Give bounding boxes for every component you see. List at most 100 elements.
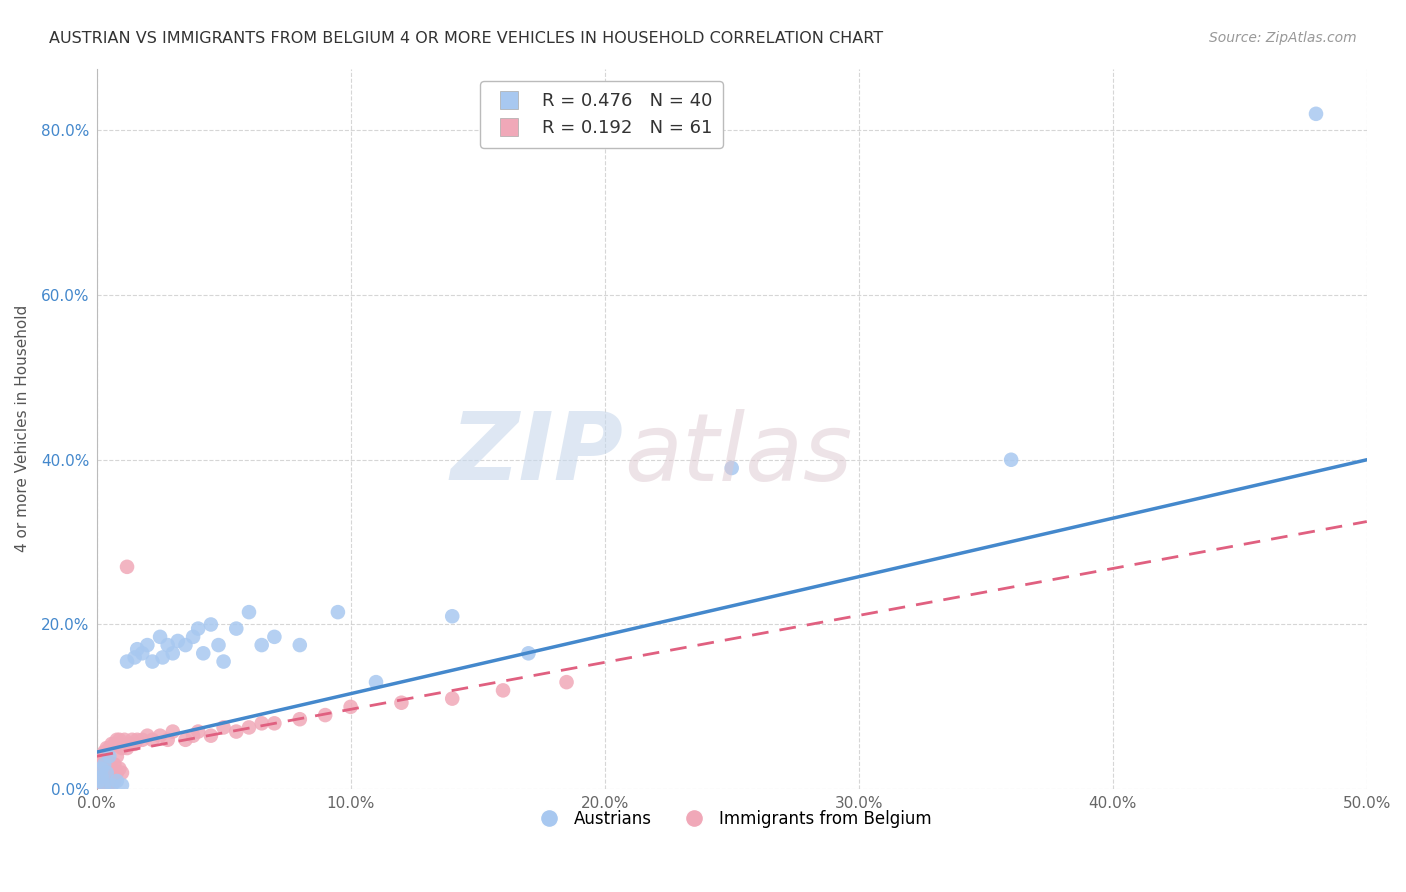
Point — [101, 762, 124, 776]
Point — [114, 732, 136, 747]
Point — [98, 741, 121, 756]
Point — [105, 749, 128, 764]
Point — [127, 642, 149, 657]
Point — [141, 655, 163, 669]
Point — [90, 762, 112, 776]
Point — [162, 646, 184, 660]
Point — [115, 559, 138, 574]
Point — [87, 757, 110, 772]
Point — [156, 732, 179, 747]
Point — [90, 770, 112, 784]
Point — [105, 732, 128, 747]
Point — [181, 630, 204, 644]
Point — [162, 724, 184, 739]
Point — [96, 765, 118, 780]
Point — [441, 691, 464, 706]
Point — [288, 712, 311, 726]
Point — [108, 732, 131, 747]
Point — [1000, 452, 1022, 467]
Point — [103, 757, 125, 772]
Point — [96, 762, 118, 776]
Point — [118, 737, 141, 751]
Point — [98, 778, 121, 792]
Point — [193, 646, 215, 660]
Point — [200, 729, 222, 743]
Point — [87, 774, 110, 789]
Point — [250, 638, 273, 652]
Point — [93, 778, 115, 792]
Point — [141, 732, 163, 747]
Point — [105, 774, 128, 789]
Point — [98, 757, 121, 772]
Point — [555, 675, 578, 690]
Point — [149, 729, 172, 743]
Point — [124, 737, 146, 751]
Point — [93, 745, 115, 759]
Text: Source: ZipAtlas.com: Source: ZipAtlas.com — [1209, 31, 1357, 45]
Point — [93, 778, 115, 792]
Point — [391, 696, 413, 710]
Point — [115, 655, 138, 669]
Point — [225, 724, 247, 739]
Point — [87, 765, 110, 780]
Point — [187, 724, 209, 739]
Point — [124, 650, 146, 665]
Point — [174, 732, 197, 747]
Point — [103, 774, 125, 789]
Point — [121, 732, 143, 747]
Point — [326, 605, 349, 619]
Point — [152, 650, 174, 665]
Point — [174, 638, 197, 652]
Point — [115, 741, 138, 756]
Point — [136, 638, 159, 652]
Point — [101, 774, 124, 789]
Point — [98, 765, 121, 780]
Point — [1305, 107, 1327, 121]
Point — [492, 683, 515, 698]
Point — [127, 732, 149, 747]
Point — [96, 753, 118, 767]
Point — [98, 749, 121, 764]
Point — [212, 655, 235, 669]
Point — [187, 622, 209, 636]
Legend: Austrians, Immigrants from Belgium: Austrians, Immigrants from Belgium — [526, 804, 938, 835]
Point — [166, 634, 188, 648]
Point — [156, 638, 179, 652]
Point — [101, 737, 124, 751]
Point — [339, 699, 361, 714]
Point — [111, 741, 134, 756]
Point — [111, 765, 134, 780]
Point — [93, 757, 115, 772]
Point — [288, 638, 311, 652]
Point — [364, 675, 387, 690]
Point — [90, 762, 112, 776]
Text: atlas: atlas — [624, 409, 852, 500]
Point — [93, 757, 115, 772]
Point — [250, 716, 273, 731]
Point — [225, 622, 247, 636]
Point — [131, 646, 153, 660]
Point — [96, 741, 118, 756]
Point — [131, 732, 153, 747]
Point — [96, 774, 118, 789]
Y-axis label: 4 or more Vehicles in Household: 4 or more Vehicles in Household — [15, 305, 30, 552]
Point — [105, 765, 128, 780]
Point — [314, 708, 336, 723]
Point — [93, 765, 115, 780]
Point — [207, 638, 229, 652]
Point — [200, 617, 222, 632]
Point — [517, 646, 540, 660]
Point — [90, 774, 112, 789]
Text: AUSTRIAN VS IMMIGRANTS FROM BELGIUM 4 OR MORE VEHICLES IN HOUSEHOLD CORRELATION : AUSTRIAN VS IMMIGRANTS FROM BELGIUM 4 OR… — [49, 31, 883, 46]
Point — [263, 716, 285, 731]
Point — [108, 762, 131, 776]
Point — [101, 778, 124, 792]
Text: ZIP: ZIP — [451, 409, 624, 500]
Point — [136, 729, 159, 743]
Point — [238, 605, 260, 619]
Point — [263, 630, 285, 644]
Point — [90, 749, 112, 764]
Point — [441, 609, 464, 624]
Point — [238, 721, 260, 735]
Point — [720, 461, 742, 475]
